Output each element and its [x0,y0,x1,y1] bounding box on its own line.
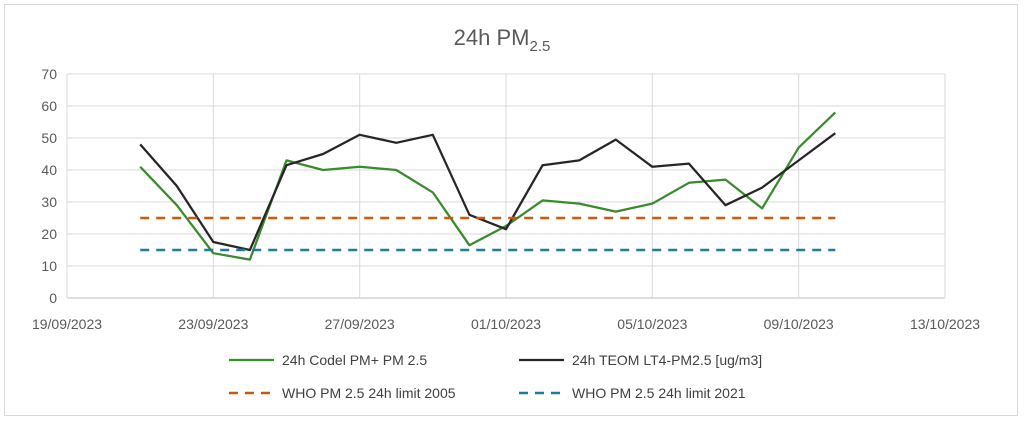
chart-title-subscript: 2.5 [529,38,550,55]
x-tick-label: 13/10/2023 [910,316,980,332]
legend-label-4: WHO PM 2.5 24h limit 2021 [572,385,746,401]
y-tick-label: 70 [41,66,57,82]
legend-label-1: 24h Codel PM+ PM 2.5 [282,352,427,368]
chart-svg: 24h PM2.5 0 10 20 30 40 50 60 70 19/09/2023 23/0… [32,25,980,401]
y-tick-label: 20 [41,226,57,242]
x-tick-label: 05/10/2023 [617,316,687,332]
x-axis-ticks: 19/09/2023 23/09/2023 27/09/2023 01/10/2023… [32,316,980,332]
legend: 24h Codel PM+ PM 2.5 24h TEOM LT4-PM2.5 [… [229,352,762,401]
x-tick-label: 09/10/2023 [764,316,834,332]
chart-frame: 24h PM2.5 0 10 20 30 40 50 60 70 19/09/2023 23/0… [4,4,1018,416]
series-lines [139,111,837,261]
chart-title-main: 24h PM [454,25,530,50]
x-tick-label: 01/10/2023 [471,316,541,332]
chart-title-group: 24h PM2.5 [454,25,551,55]
y-tick-label: 10 [41,258,57,274]
x-tick-label: 23/09/2023 [178,316,248,332]
x-tick-label: 19/09/2023 [32,316,102,332]
series-line-2 [139,132,836,252]
gridlines [66,73,946,299]
legend-label-3: WHO PM 2.5 24h limit 2005 [282,385,456,401]
y-tick-label: 0 [49,290,57,306]
series-line-1 [139,111,837,261]
y-tick-label: 30 [41,194,57,210]
y-tick-label: 50 [41,130,57,146]
y-axis-ticks: 0 10 20 30 40 50 60 70 [41,66,57,306]
legend-label-2: 24h TEOM LT4-PM2.5 [ug/m3] [572,352,762,368]
x-tick-label: 27/09/2023 [325,316,395,332]
y-tick-label: 60 [41,98,57,114]
chart-title: 24h PM2.5 [454,25,551,55]
y-tick-label: 40 [41,162,57,178]
